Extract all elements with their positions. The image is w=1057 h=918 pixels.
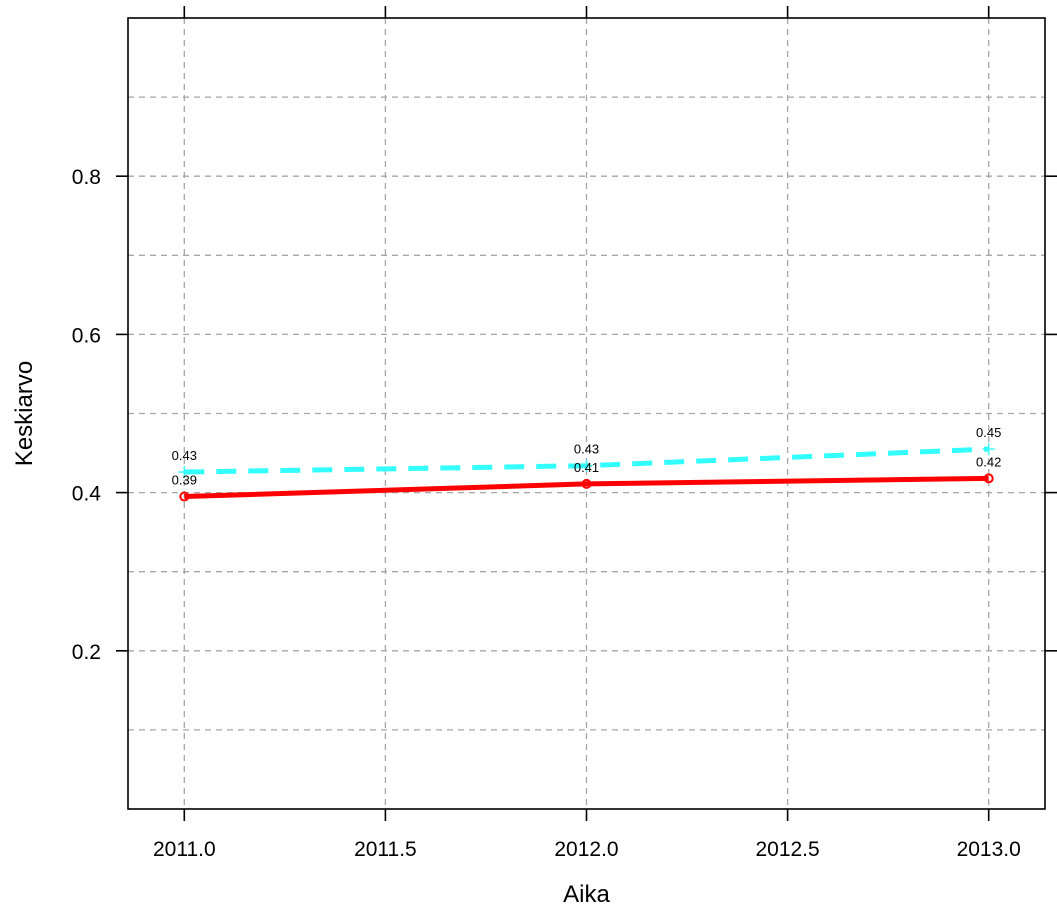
grid-lines [128,18,1045,809]
y-tick-label: 0.4 [72,483,102,506]
series-2-point [178,466,191,479]
x-tick-label: 2012.0 [554,838,618,861]
series-1-point [581,478,592,489]
y-tick-label: 0.2 [72,641,101,664]
y-tick-label: 0.8 [72,166,101,189]
series-2-point [580,459,593,472]
series-layer [178,443,995,502]
series-2-point [982,443,995,456]
x-tick-label: 2012.5 [755,838,819,861]
y-tick-label: 0.6 [72,324,101,347]
series-2-data-label: 0.45 [976,425,1001,440]
series-1-line [184,475,989,500]
series-1-point [983,473,994,484]
x-tick-label: 2011.0 [153,838,216,861]
data-labels: 0.39 0.41 0.42 0.43 0.43 0.45 [172,425,1002,487]
x-tick-label: 2011.5 [354,838,417,861]
x-axis-title: Aika [563,881,610,908]
series-1-data-label: 0.39 [172,473,197,488]
x-tick-label: 2013.0 [957,838,1021,861]
axis-ticks: 2011.0 2011.5 2012.0 2012.5 2013.0 0.2 0.4 0.6 0… [72,6,1057,861]
series-2-data-label: 0.43 [574,442,599,457]
series-2-data-label: 0.43 [172,448,197,463]
series-1-data-label: 0.42 [976,454,1001,469]
series-1-point [179,491,190,502]
y-axis-title: Keskiarvo [11,361,38,466]
series-1-data-label: 0.41 [574,460,599,475]
